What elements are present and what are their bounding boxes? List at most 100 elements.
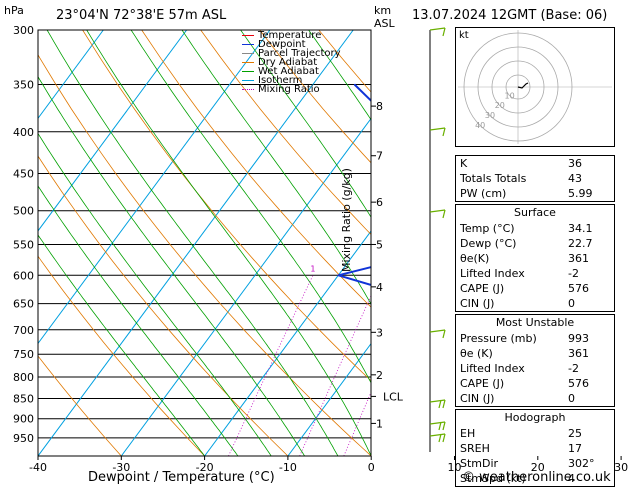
legend-swatch [242, 53, 254, 54]
legend-label: Mixing Ratio [258, 85, 320, 94]
row-label: StmDir [460, 456, 498, 471]
row-label: EH [460, 426, 475, 441]
row-label: θe (K) [460, 346, 493, 361]
km-tick-label: 1 [376, 417, 383, 430]
dewpoint-line-point [438, 173, 439, 174]
legend-swatch [242, 89, 254, 90]
table-row: Lifted Index -2 [456, 266, 614, 281]
table-row: CAPE (J)576 [456, 376, 614, 391]
dewpoint-line-point [354, 84, 355, 85]
pressure-tick-label: 700 [13, 324, 34, 337]
mixing-ratio-axis-label: Mixing Ratio (g/kg) [340, 168, 353, 272]
row-label: Totals Totals [460, 171, 526, 186]
legend-swatch [242, 71, 254, 72]
row-value: 36 [568, 156, 610, 171]
hodograph-ring-label: 30 [485, 111, 495, 120]
mixing-ratio-line [300, 275, 381, 456]
table-row: θe (K)361 [456, 346, 614, 361]
wind-barb [430, 210, 445, 218]
km-label: km [374, 4, 391, 17]
row-value: 576 [568, 281, 610, 296]
row-label: Dewp (°C) [460, 236, 516, 251]
row-label: Pressure (mb) [460, 331, 537, 346]
wet-adiabat-line [0, 30, 271, 456]
wind-barb [430, 400, 445, 408]
pressure-tick-label: 300 [13, 24, 34, 37]
row-label: CAPE (J) [460, 281, 504, 296]
mixing-ratio-label: 3 [420, 264, 425, 273]
km-tick-label: 3 [376, 326, 383, 339]
row-label: Lifted Index [460, 266, 525, 281]
wet-adiabat-line [0, 30, 238, 456]
most-unstable-title: Most Unstable [456, 315, 614, 331]
pressure-tick-label: 500 [13, 205, 34, 218]
legend-swatch [242, 35, 254, 36]
row-label: θe(K) [460, 251, 489, 266]
pressure-tick-label: 650 [13, 298, 34, 311]
footer-copyright: © weatheronline.co.uk [462, 470, 611, 485]
legend-swatch [242, 80, 254, 81]
pressure-tick-label: 350 [13, 79, 34, 92]
table-row: Dewp (°C)22.7 [456, 236, 614, 251]
hodograph-ring-label: 20 [495, 101, 505, 110]
pressure-tick-label: 950 [13, 432, 34, 445]
dewpoint-line-point [433, 303, 434, 304]
row-label: K [460, 156, 467, 171]
row-label: CIN (J) [460, 296, 494, 311]
temperature-tick-label: 0 [368, 461, 375, 474]
mixing-ratio-label: 1 [310, 264, 315, 273]
temperature-tick-label: -40 [29, 461, 47, 474]
table-row: Lifted Index-2 [456, 361, 614, 376]
wind-barb [430, 434, 445, 442]
dewpoint-line-point [402, 131, 403, 132]
wind-barb [430, 128, 445, 136]
isotherm-line [0, 30, 270, 456]
table-row: PW (cm)5.99 [456, 186, 614, 201]
row-value: 34.1 [568, 221, 610, 236]
pressure-tick-label: 900 [13, 413, 34, 426]
pressure-tick-label: 600 [13, 269, 34, 282]
hpa-label: hPa [4, 4, 24, 17]
row-value: -2 [568, 361, 610, 376]
isotherm-line [621, 30, 629, 456]
km-tick-label: 4 [376, 281, 383, 294]
row-label: CAPE (J) [460, 376, 504, 391]
legend-item: Mixing Ratio [242, 85, 341, 94]
pressure-tick-label: 450 [13, 167, 34, 180]
row-value: 25 [568, 426, 610, 441]
row-value: 0 [568, 391, 610, 406]
pressure-tick-label: 550 [13, 238, 34, 251]
table-row: CAPE (J) 576 [456, 281, 614, 296]
table-row: EH 25 [456, 426, 614, 441]
pressure-tick-label: 850 [13, 392, 34, 405]
pressure-tick-label: 400 [13, 126, 34, 139]
surface-title: Surface [456, 205, 614, 221]
km-tick-label: 8 [376, 100, 383, 113]
row-value: -2 [568, 266, 610, 281]
km-tick-label: 5 [376, 238, 383, 251]
row-label: PW (cm) [460, 186, 506, 201]
row-label: CIN (J) [460, 391, 494, 406]
wind-barb [430, 422, 445, 430]
hodograph-ring-label: 10 [505, 91, 515, 100]
table-row: CIN (J)0 [456, 296, 614, 311]
pressure-tick-label: 800 [13, 371, 34, 384]
wind-barb [430, 28, 445, 36]
location-title: 23°04'N 72°38'E 57m ASL [56, 8, 226, 23]
row-label: SREH [460, 441, 490, 456]
table-row: Temp (°C) 34.1 [456, 221, 614, 236]
lcl-label: LCL [383, 390, 404, 403]
row-label: Temp (°C) [460, 221, 515, 236]
row-value: 993 [568, 331, 610, 346]
table-row: K 36 [456, 156, 614, 171]
hodograph-table-title: Hodograph [456, 410, 614, 426]
hodograph-ring-label: 40 [475, 121, 485, 130]
km-tick-label: 6 [376, 196, 383, 209]
